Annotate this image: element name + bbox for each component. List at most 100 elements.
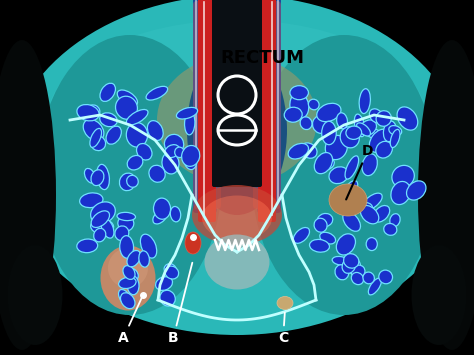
Ellipse shape	[162, 152, 179, 174]
Ellipse shape	[100, 113, 117, 127]
Ellipse shape	[320, 232, 336, 244]
Ellipse shape	[182, 146, 200, 166]
Ellipse shape	[127, 251, 140, 267]
FancyBboxPatch shape	[193, 1, 221, 209]
Ellipse shape	[321, 106, 332, 124]
Ellipse shape	[359, 89, 370, 114]
Ellipse shape	[183, 149, 197, 170]
Ellipse shape	[91, 202, 115, 224]
Ellipse shape	[139, 251, 149, 267]
Ellipse shape	[335, 265, 349, 280]
Ellipse shape	[175, 147, 184, 158]
Ellipse shape	[363, 193, 382, 210]
Ellipse shape	[346, 126, 362, 140]
Ellipse shape	[363, 272, 374, 284]
Ellipse shape	[376, 111, 392, 126]
FancyBboxPatch shape	[198, 0, 216, 222]
Ellipse shape	[362, 154, 377, 176]
Ellipse shape	[407, 181, 426, 200]
Ellipse shape	[366, 237, 377, 251]
Ellipse shape	[418, 40, 474, 350]
Ellipse shape	[160, 290, 175, 306]
Ellipse shape	[332, 256, 348, 265]
Text: D: D	[346, 144, 374, 200]
Ellipse shape	[118, 290, 132, 307]
Ellipse shape	[149, 165, 165, 182]
Ellipse shape	[115, 226, 129, 241]
Ellipse shape	[126, 109, 148, 125]
Ellipse shape	[314, 218, 327, 232]
Ellipse shape	[118, 277, 136, 289]
Ellipse shape	[337, 113, 347, 129]
Ellipse shape	[343, 212, 360, 231]
Ellipse shape	[83, 119, 104, 141]
Ellipse shape	[317, 213, 333, 227]
Ellipse shape	[369, 109, 383, 123]
Ellipse shape	[91, 211, 109, 228]
Ellipse shape	[127, 175, 138, 187]
Ellipse shape	[290, 93, 309, 119]
Ellipse shape	[322, 121, 336, 145]
Ellipse shape	[309, 99, 319, 110]
Ellipse shape	[117, 90, 137, 106]
Ellipse shape	[80, 193, 103, 208]
Text: B: B	[168, 263, 192, 345]
Ellipse shape	[37, 35, 222, 315]
Ellipse shape	[360, 120, 376, 135]
FancyBboxPatch shape	[253, 1, 281, 209]
Ellipse shape	[300, 117, 312, 130]
Ellipse shape	[184, 111, 195, 135]
Ellipse shape	[301, 143, 317, 158]
Ellipse shape	[147, 121, 163, 141]
Ellipse shape	[397, 107, 418, 130]
Ellipse shape	[140, 234, 157, 258]
Ellipse shape	[120, 236, 134, 258]
Ellipse shape	[77, 104, 99, 121]
Ellipse shape	[164, 134, 184, 154]
Ellipse shape	[202, 196, 272, 240]
Ellipse shape	[389, 126, 401, 135]
Ellipse shape	[360, 203, 373, 213]
Ellipse shape	[146, 86, 168, 100]
Ellipse shape	[355, 114, 365, 137]
Ellipse shape	[317, 103, 341, 122]
Ellipse shape	[204, 235, 270, 289]
Ellipse shape	[153, 209, 167, 224]
Ellipse shape	[86, 105, 100, 119]
Ellipse shape	[126, 122, 147, 147]
Ellipse shape	[154, 198, 171, 219]
Ellipse shape	[91, 170, 104, 186]
Ellipse shape	[337, 234, 356, 255]
Ellipse shape	[77, 239, 98, 253]
Ellipse shape	[8, 245, 63, 345]
Ellipse shape	[91, 136, 106, 151]
Ellipse shape	[351, 273, 364, 285]
Ellipse shape	[252, 35, 437, 315]
Ellipse shape	[312, 115, 330, 133]
Ellipse shape	[411, 245, 466, 345]
Ellipse shape	[127, 155, 143, 170]
Ellipse shape	[91, 219, 114, 234]
Ellipse shape	[97, 164, 109, 190]
Ellipse shape	[117, 212, 136, 220]
Ellipse shape	[290, 86, 309, 100]
Ellipse shape	[390, 214, 400, 226]
Ellipse shape	[137, 143, 152, 160]
Ellipse shape	[345, 156, 359, 179]
Ellipse shape	[119, 173, 136, 191]
Ellipse shape	[325, 135, 347, 160]
Ellipse shape	[106, 126, 121, 144]
Ellipse shape	[351, 265, 365, 279]
Ellipse shape	[319, 158, 334, 170]
Ellipse shape	[100, 246, 155, 311]
Ellipse shape	[384, 223, 397, 235]
Ellipse shape	[284, 107, 302, 122]
Ellipse shape	[329, 184, 367, 216]
Ellipse shape	[329, 167, 348, 184]
Text: C: C	[278, 313, 288, 345]
Ellipse shape	[108, 248, 148, 288]
Ellipse shape	[391, 181, 410, 204]
Ellipse shape	[192, 185, 282, 245]
Ellipse shape	[94, 228, 106, 242]
Ellipse shape	[185, 232, 201, 254]
